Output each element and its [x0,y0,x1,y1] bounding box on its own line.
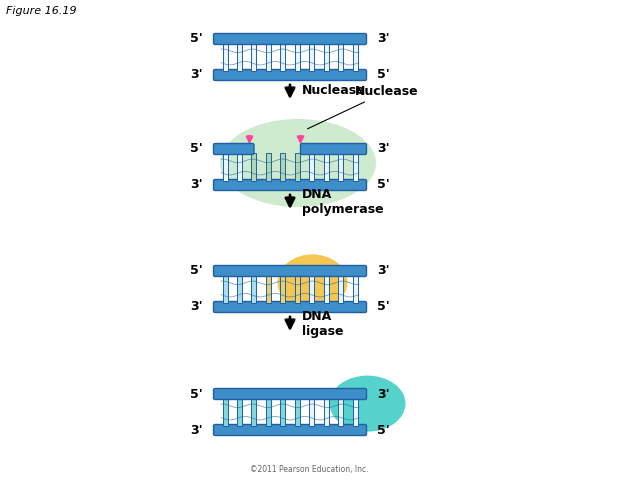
Bar [295,398,300,426]
Bar [223,398,227,426]
Bar [280,153,285,181]
Bar [266,275,271,303]
Bar [223,153,227,181]
Bar [266,398,271,426]
Bar [338,275,343,303]
Bar [309,153,314,181]
Text: 3': 3' [190,179,203,192]
Text: 3': 3' [377,264,390,277]
Bar [295,275,300,303]
Text: 5': 5' [377,179,390,192]
Text: 5': 5' [190,143,203,156]
Text: 3': 3' [377,143,390,156]
Bar [223,275,227,303]
Text: 3': 3' [377,33,390,46]
Bar [309,398,314,426]
Bar [324,398,328,426]
Bar [252,153,257,181]
FancyBboxPatch shape [214,180,367,191]
Text: Figure 16.19: Figure 16.19 [6,6,77,16]
Bar [266,153,271,181]
FancyBboxPatch shape [214,388,367,399]
Text: 5': 5' [377,69,390,82]
Text: 5': 5' [377,423,390,436]
Bar [295,153,300,181]
Text: ©2011 Pearson Education, Inc.: ©2011 Pearson Education, Inc. [250,465,369,474]
Bar [324,153,328,181]
Text: 5': 5' [190,33,203,46]
Text: 5': 5' [377,300,390,313]
Bar [280,43,285,71]
Bar [280,275,285,303]
Bar [353,275,358,303]
Text: 5': 5' [190,264,203,277]
Bar [324,275,328,303]
Bar [280,398,285,426]
Bar [309,275,314,303]
Bar [266,43,271,71]
Bar [324,43,328,71]
Ellipse shape [278,254,348,311]
FancyBboxPatch shape [214,34,367,45]
Text: DNA
ligase: DNA ligase [302,310,344,338]
Ellipse shape [220,119,376,207]
Text: 5': 5' [190,387,203,400]
Ellipse shape [330,375,406,432]
Text: 3': 3' [190,69,203,82]
Bar [237,398,242,426]
Bar [338,398,343,426]
Text: DNA
polymerase: DNA polymerase [302,188,383,216]
FancyBboxPatch shape [214,424,367,435]
Bar [252,398,257,426]
Bar [237,43,242,71]
Bar [237,275,242,303]
Bar [353,43,358,71]
FancyBboxPatch shape [214,70,367,81]
Text: 3': 3' [377,387,390,400]
FancyBboxPatch shape [214,265,367,276]
Bar [353,398,358,426]
Bar [237,153,242,181]
Bar [252,43,257,71]
Bar [309,43,314,71]
Bar [223,43,227,71]
Text: 3': 3' [190,423,203,436]
FancyBboxPatch shape [301,144,367,155]
Bar [338,43,343,71]
FancyBboxPatch shape [214,144,254,155]
Bar [353,153,358,181]
Bar [295,43,300,71]
Text: Nuclease: Nuclease [302,84,365,96]
FancyBboxPatch shape [214,301,367,312]
Text: Nuclease: Nuclease [307,85,419,129]
Bar [252,275,257,303]
Bar [338,153,343,181]
Text: 3': 3' [190,300,203,313]
